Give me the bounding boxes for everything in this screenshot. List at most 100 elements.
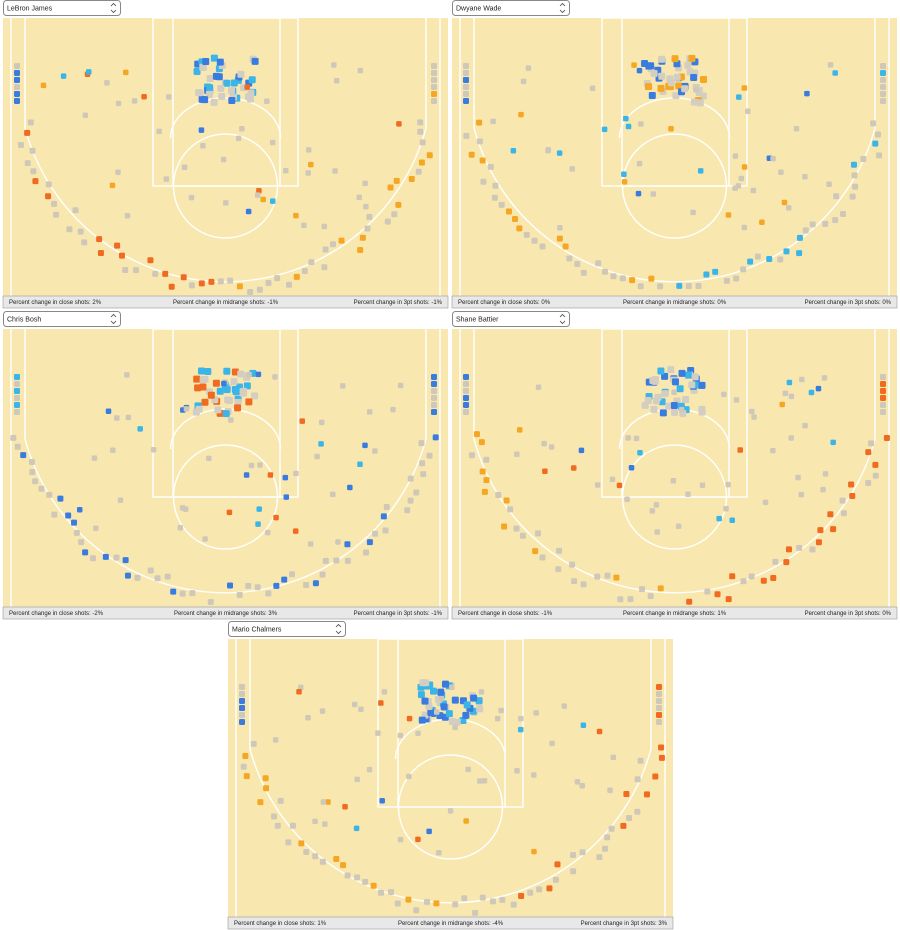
shot-cell	[648, 275, 655, 282]
shot-cell	[406, 715, 413, 722]
shot-cell	[714, 591, 721, 598]
shot-cell	[221, 380, 227, 387]
player-select[interactable]: Chris Bosh	[3, 311, 121, 327]
shot-cell	[536, 886, 543, 893]
select-box[interactable]	[452, 0, 570, 16]
shot-cell	[644, 397, 652, 405]
shot-cell	[420, 471, 427, 478]
shot-cell	[307, 541, 314, 547]
shot-cell	[634, 808, 641, 815]
select-label[interactable]: Shane Battier	[456, 316, 499, 323]
select-box[interactable]	[452, 311, 570, 327]
player-select[interactable]: Shane Battier	[452, 311, 570, 327]
shot-cell	[712, 268, 719, 275]
shot-cell	[809, 546, 816, 553]
shot-cell	[802, 173, 808, 180]
shot-cell	[207, 598, 214, 605]
shot-cell	[479, 468, 486, 475]
shot-cell	[637, 757, 644, 764]
shot-cell	[725, 596, 732, 603]
shot-cell	[839, 497, 846, 504]
shot-cell	[733, 275, 740, 282]
shot-cell	[394, 900, 401, 907]
shot-cell	[445, 710, 453, 718]
shot-cell	[625, 123, 632, 130]
shot-cell	[463, 818, 469, 824]
shot-cell	[619, 275, 626, 282]
shot-cell	[431, 63, 437, 69]
shot-cell	[595, 260, 602, 267]
shot-cell	[314, 453, 320, 460]
shot-cell	[45, 193, 52, 200]
shot-cell	[312, 818, 318, 825]
shot-cell	[298, 840, 305, 847]
shot-cell	[447, 808, 454, 814]
select-box[interactable]	[228, 621, 346, 637]
select-label[interactable]: LeBron James	[7, 5, 53, 12]
shot-cell	[357, 247, 364, 254]
select-label[interactable]: Mario Chalmers	[232, 626, 282, 633]
shot-cell	[206, 75, 214, 83]
shot-cell	[650, 191, 656, 197]
shot-cell	[344, 872, 351, 879]
shot-cell	[227, 277, 234, 284]
shot-cell	[661, 390, 669, 398]
shot-cell	[880, 381, 886, 387]
shot-cell	[781, 199, 788, 206]
shot-cell	[747, 258, 754, 265]
select-label[interactable]: Chris Bosh	[7, 316, 41, 323]
select-label[interactable]: Dwyane Wade	[456, 5, 501, 12]
stat-bar-bg	[451, 606, 898, 620]
select-box[interactable]	[3, 0, 121, 16]
shot-cell	[354, 874, 361, 881]
shot-cell	[93, 525, 99, 531]
player-select[interactable]: Mario Chalmers	[228, 621, 346, 637]
shot-cell	[254, 584, 261, 591]
stat-bar: Percent change in close shots: 2% Percent…	[2, 295, 449, 309]
shot-cell	[357, 461, 363, 468]
shot-cell	[510, 901, 517, 908]
shot-cell	[366, 409, 373, 415]
shot-cell	[415, 168, 422, 175]
shot-cell	[690, 209, 696, 216]
shot-cell	[463, 77, 469, 83]
shot-cell	[525, 65, 532, 71]
shot-cell	[647, 62, 655, 70]
shot-cell	[451, 696, 459, 704]
select-arrows[interactable]	[559, 2, 566, 14]
select-arrows[interactable]	[559, 313, 566, 325]
shot-cell	[463, 402, 469, 408]
shot-cell	[463, 374, 469, 380]
shot-cell	[569, 561, 576, 568]
shot-cell	[766, 256, 773, 263]
shot-cell	[226, 509, 233, 516]
player-select[interactable]: Dwyane Wade	[452, 0, 570, 16]
select-arrows[interactable]	[110, 2, 117, 14]
shot-cell	[732, 153, 739, 159]
close-stat: Percent change in close shots: 1%	[234, 921, 327, 927]
shot-cell	[678, 407, 685, 413]
select-arrows[interactable]	[335, 623, 342, 635]
shot-cell	[200, 143, 206, 149]
shot-cell	[546, 885, 553, 892]
shot-cell	[738, 175, 745, 182]
court	[3, 328, 448, 607]
shot-cell	[656, 705, 662, 711]
select-arrows[interactable]	[110, 313, 117, 325]
shot-cell	[510, 147, 517, 154]
shot-cell	[650, 69, 658, 77]
player-select[interactable]: LeBron James	[3, 0, 121, 16]
shot-cell	[555, 566, 562, 573]
shot-cell	[672, 92, 680, 100]
shot-cell	[240, 763, 247, 770]
shot-cell	[649, 508, 656, 514]
shot-cell	[413, 489, 420, 496]
shot-cell	[475, 697, 483, 705]
shot-cell	[610, 754, 617, 761]
shot-cell	[623, 791, 630, 798]
shot-cell	[685, 491, 691, 498]
shot-cell	[60, 73, 67, 79]
select-box[interactable]	[3, 311, 121, 327]
shot-cell	[274, 822, 281, 829]
shot-cell	[830, 526, 837, 533]
